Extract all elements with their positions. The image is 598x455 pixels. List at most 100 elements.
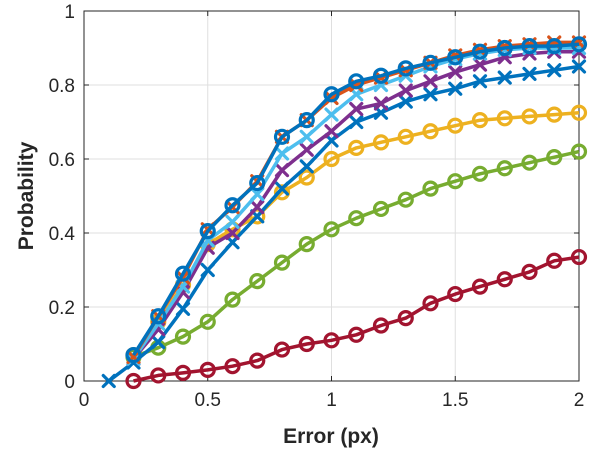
data-point-circle (199, 223, 216, 240)
data-point-cross (299, 159, 314, 174)
y-tick-label: 0 (64, 372, 75, 393)
axes: 0 0.5 1 1.5 2 0 0.2 0.4 0.6 0.8 1 (49, 2, 585, 411)
data-point-circle (471, 43, 489, 60)
data-point-circle (323, 221, 340, 238)
data-point-circle (273, 254, 291, 271)
data-point-circle (422, 295, 439, 312)
data-point-circle (273, 128, 291, 145)
data-point-circle (323, 332, 340, 349)
data-point-cross (200, 262, 215, 278)
data-point-cross (250, 200, 265, 215)
data-point-circle (471, 165, 489, 182)
data-point-circle (150, 308, 167, 325)
data-point-circle (422, 123, 439, 140)
series-group (101, 35, 588, 390)
data-point-circle (546, 252, 563, 269)
x-tick-label: 0 (79, 390, 90, 411)
data-point-circle (125, 347, 142, 364)
data-point-circle (447, 117, 464, 134)
data-point-cross (547, 63, 562, 78)
data-point-circle (496, 110, 513, 127)
x-axis-title: Error (px) (283, 425, 379, 448)
data-point-circle (298, 335, 315, 353)
data-point-circle (372, 200, 390, 218)
data-point-circle (397, 310, 414, 327)
data-point-circle (397, 128, 414, 145)
x-tick-label: 1.5 (442, 390, 468, 411)
data-point-cross (448, 64, 463, 80)
data-point-cross (299, 142, 314, 157)
data-point-circle (273, 341, 291, 358)
data-point-circle (372, 134, 390, 151)
data-point-circle (323, 86, 340, 103)
y-tick-label: 1 (64, 2, 75, 23)
data-point-cross (324, 124, 339, 139)
series-8 (125, 36, 588, 364)
data-point-cross (225, 214, 240, 229)
x-tick-label: 1 (326, 390, 337, 411)
data-point-circle (521, 38, 538, 55)
data-point-cross (423, 87, 438, 102)
data-point-cross (324, 107, 339, 122)
data-point-circle (224, 291, 241, 308)
data-point-circle (570, 143, 588, 160)
data-point-circle (447, 173, 464, 190)
data-point-circle (447, 49, 464, 66)
data-point-circle (397, 191, 414, 208)
data-point-circle (422, 54, 439, 71)
data-point-circle (397, 60, 414, 77)
data-point-circle (471, 112, 489, 129)
data-point-circle (521, 108, 538, 125)
data-point-cross (398, 83, 413, 98)
data-point-cross (349, 101, 364, 117)
data-point-cross (175, 301, 191, 316)
data-point-circle (224, 197, 241, 214)
data-point-circle (125, 372, 142, 390)
data-point-circle (348, 326, 365, 343)
series-line (132, 149, 580, 359)
data-point-cross (373, 96, 389, 111)
data-point-circle (447, 285, 464, 303)
data-point-circle (496, 39, 513, 57)
data-point-cross (423, 74, 438, 89)
data-point-circle (546, 38, 563, 55)
data-point-circle (298, 236, 315, 253)
data-point-circle (249, 174, 266, 192)
data-point-cross (299, 129, 314, 144)
data-point-circle (174, 265, 192, 282)
x-tick-label: 2 (574, 390, 585, 411)
series-line (132, 42, 580, 357)
data-point-circle (249, 273, 266, 290)
data-point-circle (496, 271, 513, 288)
series-line (107, 64, 580, 383)
data-point-circle (323, 150, 340, 168)
data-point-circle (521, 263, 538, 280)
data-point-circle (298, 112, 315, 129)
data-point-circle (496, 160, 513, 177)
data-point-circle (422, 180, 439, 197)
data-point-circle (249, 352, 266, 369)
y-axis-title: Probability (15, 141, 38, 250)
data-point-circle (570, 104, 588, 121)
data-point-circle (372, 67, 390, 84)
data-point-cross (522, 66, 537, 81)
data-point-cross (472, 74, 488, 89)
data-point-cross (571, 59, 587, 74)
data-point-cross (151, 335, 166, 350)
series-line (133, 255, 580, 383)
data-point-circle (273, 184, 291, 201)
data-point-circle (348, 139, 365, 156)
data-point-circle (150, 367, 167, 384)
data-point-cross (250, 187, 265, 202)
data-point-circle (471, 278, 489, 295)
data-point-cross (274, 181, 290, 196)
y-tick-label: 0.4 (49, 224, 76, 245)
data-point-cross (101, 373, 116, 389)
y-tick-label: 0.2 (49, 298, 75, 319)
data-point-circle (348, 73, 365, 90)
x-tick-label: 0.5 (195, 390, 221, 411)
data-point-cross (274, 146, 290, 161)
